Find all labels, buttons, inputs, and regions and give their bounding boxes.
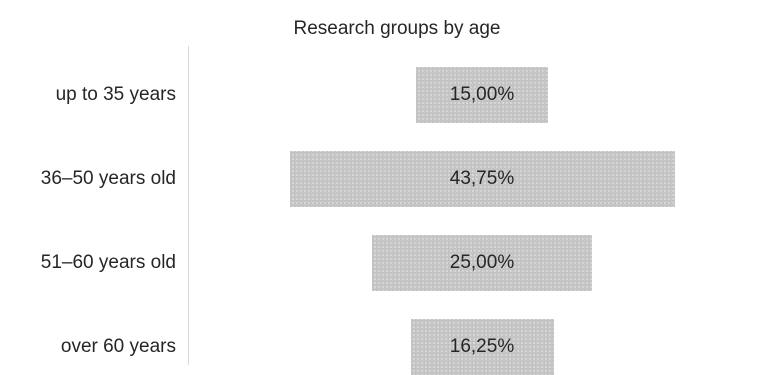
bar (416, 67, 548, 123)
category-label: over 60 years (60, 336, 176, 357)
category-label: up to 35 years (55, 84, 176, 105)
bar (289, 151, 675, 207)
data-label: 43,75% (449, 168, 515, 189)
data-label: 25,00% (449, 252, 515, 273)
bar (372, 235, 592, 291)
data-label: 15,00% (449, 84, 515, 105)
category-label: 36–50 years old (40, 168, 176, 189)
category-label: 51–60 years old (40, 252, 176, 273)
category-axis-line (188, 46, 189, 365)
data-label: 16,25% (449, 336, 515, 357)
chart-title: Research groups by age (293, 18, 501, 39)
